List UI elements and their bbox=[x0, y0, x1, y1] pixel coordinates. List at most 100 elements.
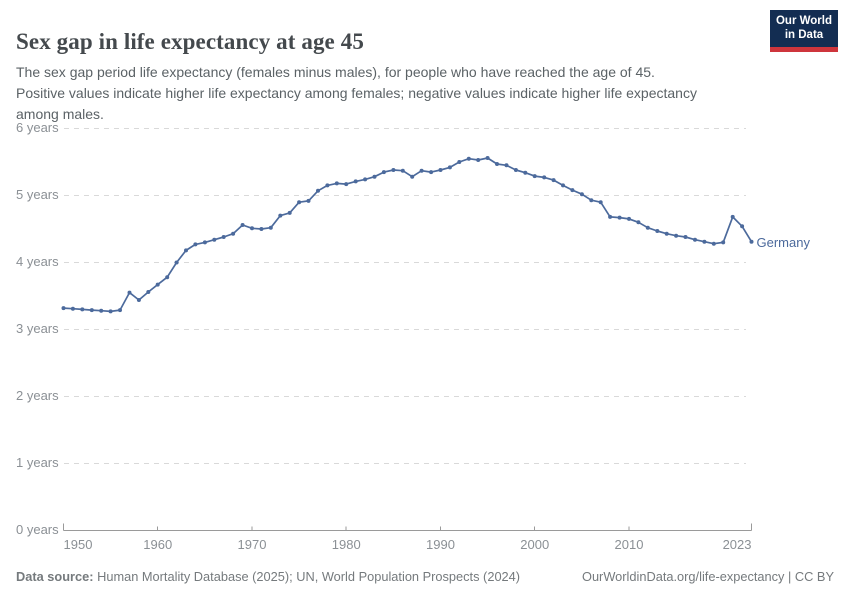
x-tick-label: 2023 bbox=[722, 537, 752, 552]
data-point-marker bbox=[316, 188, 320, 193]
series-line-germany bbox=[61, 156, 754, 314]
data-point-marker bbox=[165, 275, 170, 280]
data-point-marker bbox=[579, 192, 584, 197]
data-point-marker bbox=[174, 260, 179, 265]
x-tick-label: 1990 bbox=[426, 537, 455, 552]
data-point-marker bbox=[99, 308, 104, 313]
footer-license-link[interactable]: OurWorldinData.org/life-expectancy | CC … bbox=[581, 569, 834, 584]
data-point-marker bbox=[184, 248, 188, 253]
y-tick-label: 1 years bbox=[16, 455, 59, 470]
gridlines bbox=[64, 128, 746, 464]
data-point-marker bbox=[381, 170, 386, 175]
data-point-marker bbox=[231, 231, 236, 236]
x-axis bbox=[63, 523, 752, 531]
data-point-marker bbox=[297, 200, 302, 205]
data-point-marker bbox=[438, 168, 443, 172]
data-point-marker bbox=[80, 307, 85, 312]
data-point-marker bbox=[674, 233, 679, 238]
y-tick-label: 2 years bbox=[16, 388, 59, 403]
data-point-marker bbox=[410, 174, 415, 179]
data-point-marker bbox=[259, 227, 264, 231]
data-point-marker bbox=[598, 200, 603, 205]
subtitle-line: The sex gap period life expectancy (fema… bbox=[16, 64, 655, 80]
data-point-marker bbox=[325, 183, 330, 188]
data-point-marker bbox=[683, 235, 688, 239]
data-point-marker bbox=[202, 240, 207, 245]
data-point-marker bbox=[306, 198, 311, 203]
data-point-marker bbox=[542, 175, 547, 180]
data-point-marker bbox=[608, 214, 613, 219]
data-point-marker bbox=[561, 183, 565, 188]
data-point-marker bbox=[513, 168, 518, 172]
y-tick-label: 5 years bbox=[16, 187, 59, 202]
data-point-marker bbox=[645, 225, 650, 230]
data-point-marker bbox=[740, 224, 745, 229]
page-title: Sex gap in life expectancy at age 45 bbox=[16, 29, 364, 55]
data-point-marker bbox=[146, 290, 151, 294]
data-point-marker bbox=[221, 235, 226, 239]
series-path bbox=[62, 157, 753, 313]
data-point-marker bbox=[363, 177, 368, 182]
data-point-marker bbox=[466, 156, 471, 161]
x-tick-label: 2000 bbox=[520, 537, 550, 552]
x-tick-label: 2010 bbox=[614, 537, 644, 552]
data-point-marker bbox=[391, 168, 396, 172]
data-point-marker bbox=[278, 213, 283, 218]
data-point-marker bbox=[617, 215, 622, 220]
y-tick-label: 6 years bbox=[16, 120, 59, 135]
data-point-marker bbox=[551, 178, 556, 183]
data-point-marker bbox=[721, 240, 726, 245]
data-point-marker bbox=[457, 160, 462, 164]
x-tick-label: 1980 bbox=[331, 537, 361, 552]
data-point-marker bbox=[372, 174, 377, 179]
data-point-marker bbox=[429, 170, 434, 175]
data-point-marker bbox=[749, 239, 754, 244]
subtitle-line: among males. bbox=[16, 106, 104, 122]
data-point-marker bbox=[711, 241, 716, 246]
owid-logo-line2: in Data bbox=[784, 28, 824, 41]
data-point-marker bbox=[344, 182, 349, 187]
owid-logo[interactable]: Our World in Data bbox=[770, 10, 838, 52]
data-point-marker bbox=[61, 306, 66, 311]
x-tick-label: 1960 bbox=[143, 537, 173, 552]
data-point-marker bbox=[334, 181, 339, 186]
data-point-marker bbox=[447, 165, 452, 170]
chart-subtitle: The sex gap period life expectancy (fema… bbox=[16, 62, 756, 125]
data-point-marker bbox=[127, 290, 132, 295]
data-point-marker bbox=[212, 237, 217, 242]
chart-footer: Data source: Human Mortality Database (2… bbox=[16, 569, 834, 584]
data-point-marker bbox=[693, 237, 697, 242]
data-point-marker bbox=[702, 239, 707, 244]
data-point-marker bbox=[268, 225, 273, 230]
data-point-marker bbox=[419, 168, 424, 173]
data-point-marker bbox=[730, 214, 735, 219]
data-point-marker bbox=[108, 309, 113, 314]
footer-source-text: Human Mortality Database (2025); UN, Wor… bbox=[93, 569, 521, 584]
data-point-marker bbox=[636, 220, 641, 225]
data-point-marker bbox=[504, 163, 509, 168]
data-point-marker bbox=[485, 156, 490, 160]
data-point-marker bbox=[118, 308, 122, 313]
data-point-marker bbox=[627, 216, 631, 221]
data-point-marker bbox=[664, 231, 669, 236]
x-tick-label: 1950 bbox=[63, 537, 93, 552]
data-point-marker bbox=[155, 282, 160, 287]
data-point-marker bbox=[353, 179, 358, 184]
data-point-marker bbox=[250, 226, 254, 231]
data-point-marker bbox=[532, 174, 537, 179]
footer-source: Data source: Human Mortality Database (2… bbox=[16, 569, 520, 584]
data-point-marker bbox=[495, 162, 499, 166]
owid-logo-line1: Our World bbox=[775, 15, 832, 27]
data-point-marker bbox=[476, 158, 481, 162]
data-point-marker bbox=[655, 229, 660, 233]
footer-source-label: Data source: bbox=[16, 569, 94, 584]
data-point-marker bbox=[400, 168, 405, 173]
data-point-marker bbox=[523, 170, 528, 175]
series-label-germany: Germany bbox=[756, 234, 810, 250]
data-point-marker bbox=[89, 308, 94, 313]
data-point-marker bbox=[193, 242, 198, 247]
data-point-marker bbox=[70, 306, 75, 311]
data-point-marker bbox=[570, 188, 575, 193]
